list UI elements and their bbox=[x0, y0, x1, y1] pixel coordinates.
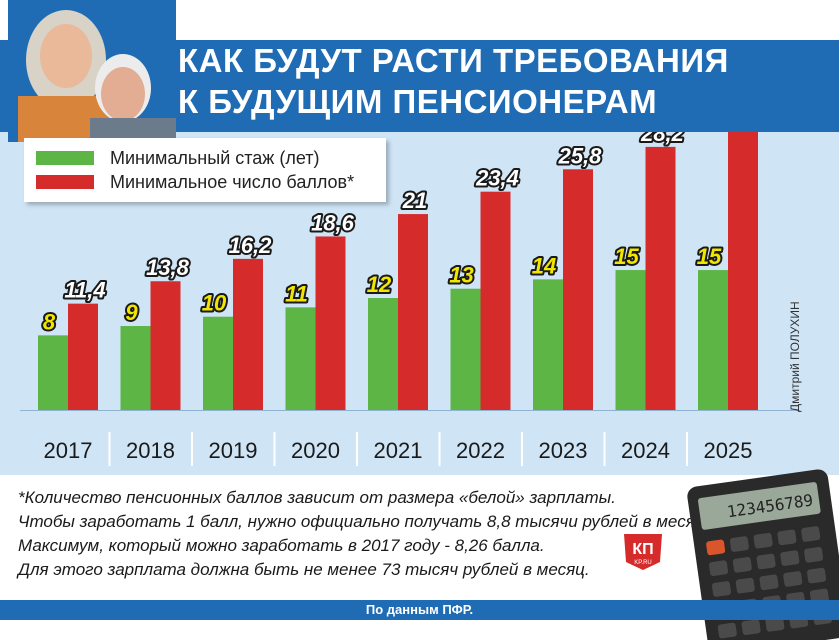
bars-group bbox=[20, 132, 800, 411]
calculator-key bbox=[783, 571, 803, 587]
x-tick-2024: 2024 bbox=[621, 438, 670, 463]
kp-logo-sub: KP.RU bbox=[634, 560, 652, 566]
bar-experience-2022 bbox=[450, 288, 481, 410]
x-tick-labels-group: 2017 2018 2019 2020 2021 2022 2023 2024 2025 bbox=[44, 432, 753, 466]
kp-logo-text: КП bbox=[632, 541, 653, 558]
footnote-line-2: Чтобы заработать 1 балл, нужно официальн… bbox=[18, 512, 710, 531]
x-tick-2017: 2017 bbox=[44, 438, 93, 463]
x-tick-2022: 2022 bbox=[456, 438, 505, 463]
label-points-2017: 11,4 bbox=[64, 278, 105, 303]
label-points-2022: 23,4 bbox=[475, 166, 519, 191]
label-points-2018: 13,8 bbox=[146, 255, 190, 280]
bar-experience-2025 bbox=[698, 270, 728, 410]
author-credit: Дмитрий ПОЛУХИН bbox=[788, 301, 802, 412]
footnote-line-3: Максимум, который можно заработать в 201… bbox=[18, 536, 545, 555]
legend-label-experience: Минимальный стаж (лет) bbox=[110, 147, 320, 168]
calculator-key bbox=[709, 560, 729, 576]
label-points-2020: 18,6 bbox=[311, 210, 355, 235]
x-tick-2018: 2018 bbox=[126, 438, 175, 463]
legend-swatch-green bbox=[36, 151, 94, 165]
footnote: *Количество пенсионных баллов зависит от… bbox=[18, 486, 710, 582]
calculator-key bbox=[753, 532, 773, 549]
calculator-key bbox=[729, 536, 749, 552]
label-experience-2024: 15 bbox=[614, 244, 639, 269]
label-experience-2025: 15 bbox=[697, 244, 722, 269]
page-title: КАК БУДУТ РАСТИ ТРЕБОВАНИЯ К БУДУЩИМ ПЕН… bbox=[178, 40, 729, 122]
calculator-key bbox=[804, 547, 824, 563]
footnote-line-4: Для этого зарплата должна быть не менее … bbox=[18, 560, 590, 579]
label-experience-2017: 8 bbox=[43, 309, 56, 334]
label-experience-2023: 14 bbox=[532, 253, 556, 278]
bar-experience-2021 bbox=[368, 298, 398, 410]
label-experience-2021: 12 bbox=[367, 272, 392, 297]
label-experience-2018: 9 bbox=[125, 300, 138, 325]
bar-points-2025 bbox=[728, 132, 758, 410]
bar-points-2022 bbox=[480, 191, 511, 410]
legend: Минимальный стаж (лет) Минимальное число… bbox=[24, 138, 386, 202]
bar-points-2018 bbox=[150, 281, 181, 410]
bar-points-2020 bbox=[315, 236, 346, 410]
x-tick-2020: 2020 bbox=[291, 438, 340, 463]
legend-swatch-red bbox=[36, 175, 94, 189]
calculator-key bbox=[732, 557, 752, 573]
bar-experience-2019 bbox=[203, 316, 233, 410]
bar-experience-2018 bbox=[120, 326, 151, 410]
bar-points-2024 bbox=[645, 146, 676, 411]
label-points-2024: 28,2 bbox=[640, 132, 685, 146]
x-tick-2023: 2023 bbox=[539, 438, 588, 463]
calculator-key bbox=[717, 622, 737, 639]
elderly-couple-photo bbox=[8, 0, 176, 142]
bar-experience-2024 bbox=[615, 270, 646, 410]
title-line-2: К БУДУЩИМ ПЕНСИОНЕРАМ bbox=[178, 83, 658, 120]
calculator-key bbox=[759, 574, 779, 591]
legend-item-points: Минимальное число баллов* bbox=[36, 171, 354, 193]
calculator-key bbox=[807, 567, 827, 584]
bar-points-2023 bbox=[563, 169, 593, 410]
calculator-key bbox=[706, 539, 726, 556]
label-experience-2022: 13 bbox=[449, 263, 473, 288]
title-line-1: КАК БУДУТ РАСТИ ТРЕБОВАНИЯ bbox=[178, 42, 729, 79]
x-tick-2025: 2025 bbox=[704, 438, 753, 463]
label-points-2021: 21 bbox=[402, 188, 427, 213]
calculator-key bbox=[777, 529, 797, 546]
bar-points-2021 bbox=[398, 214, 428, 410]
source-band bbox=[0, 600, 839, 620]
bar-points-2017 bbox=[68, 303, 98, 410]
legend-item-experience: Минимальный стаж (лет) bbox=[36, 147, 320, 169]
kp-logo: КП KP.RU bbox=[624, 534, 662, 570]
bar-experience-2023 bbox=[533, 279, 563, 410]
calculator-key bbox=[801, 526, 821, 542]
value-labels-group: 8 11,4 9 13,8 10 16,2 11 18,6 12 21 13 23,4 14 25,8 15… bbox=[41, 132, 724, 336]
x-tick-2021: 2021 bbox=[374, 438, 423, 463]
bar-points-2019 bbox=[233, 258, 263, 410]
bar-experience-2017 bbox=[38, 335, 68, 410]
chart-area: 8 11,4 9 13,8 10 16,2 11 18,6 12 21 13 23,4 14 25,8 15… bbox=[0, 132, 839, 475]
label-points-2023: 25,8 bbox=[558, 143, 603, 168]
x-tick-2019: 2019 bbox=[209, 438, 258, 463]
label-experience-2020: 11 bbox=[285, 281, 308, 306]
calculator-key bbox=[741, 619, 761, 636]
calculator-key bbox=[735, 577, 755, 594]
legend-label-points: Минимальное число баллов* bbox=[110, 171, 355, 192]
label-experience-2019: 10 bbox=[202, 291, 227, 316]
footnote-line-1: *Количество пенсионных баллов зависит от… bbox=[18, 488, 616, 507]
source-text: По данным ПФР. bbox=[365, 602, 474, 617]
label-points-2019: 16,2 bbox=[229, 233, 273, 258]
calculator-key bbox=[780, 550, 800, 566]
calculator-key bbox=[756, 553, 776, 570]
calculator-key bbox=[711, 581, 731, 597]
bar-experience-2020 bbox=[285, 307, 316, 410]
